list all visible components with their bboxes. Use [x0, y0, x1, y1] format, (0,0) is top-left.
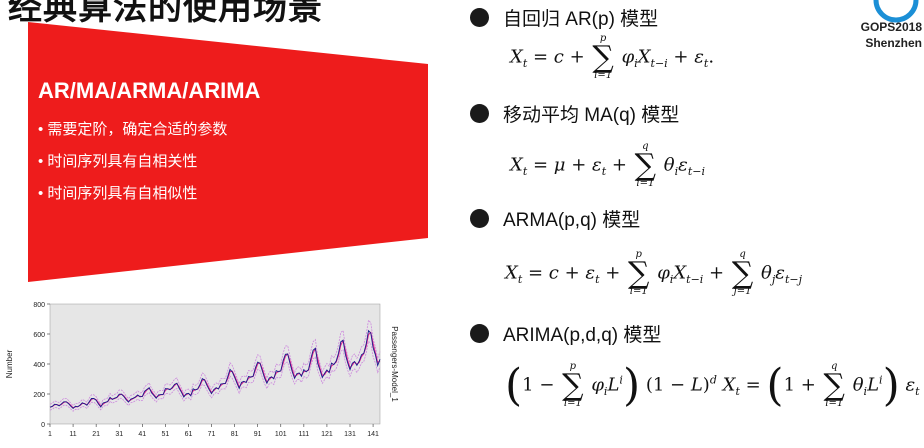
bullet-dot-icon: [470, 209, 489, 228]
x-tick-label: 91: [254, 431, 262, 438]
logo-line1: GOPS2018: [860, 20, 922, 34]
upper-band-line: [49, 319, 381, 407]
model-label: ARIMA(p,d,q) 模型: [503, 325, 662, 346]
logo-ring-icon: [873, 0, 919, 23]
model-label: ARMA(p,q) 模型: [503, 210, 641, 231]
observed-series-line: [49, 329, 381, 410]
y-axis-label: Number: [5, 349, 14, 378]
panel-bullet: 需要定阶，确定合适的参数: [38, 118, 260, 139]
plot-area: [49, 303, 381, 425]
model-arma: ARMA(p,q) 模型: [470, 205, 640, 232]
model-label: 自回归 AR(p) 模型: [503, 9, 659, 30]
formula-ar: Xt = c + p ∑ i=1 φiXt−i + εt.: [510, 33, 715, 81]
model-arima: ARIMA(p,d,q) 模型: [470, 320, 661, 347]
x-tick-label: 101: [275, 431, 287, 438]
logo-line2: Shenzhen: [865, 35, 922, 50]
y-tick-label: 800: [33, 302, 45, 309]
panel-bullet-list: 需要定阶，确定合适的参数 时间序列具有自相关性 时间序列具有自相似性: [38, 118, 260, 203]
time-series-chart: 0 200 400 600 800 1 11 21 31 41 51 61 71 81 91 101 111 12…: [2, 296, 402, 443]
red-panel: AR/MA/ARMA/ARIMA 需要定阶，确定合适的参数 时间序列具有自相关性…: [38, 78, 260, 214]
x-tick-label: 31: [115, 431, 123, 438]
bullet-dot-icon: [470, 324, 489, 343]
panel-bullet: 时间序列具有自相关性: [38, 150, 260, 171]
x-tick-label: 51: [161, 431, 169, 438]
x-tick-label: 131: [344, 431, 356, 438]
formula-arima: (1 − p ∑ i=1 φiLi) (1 − L)d Xt = (1 + q ∑ i=…: [505, 359, 920, 411]
x-tick-label: 141: [367, 431, 379, 438]
lower-band-line: [49, 340, 381, 412]
x-tick-label: 71: [208, 431, 216, 438]
series-label: Passengers-Model_1: [390, 326, 399, 402]
bullet-dot-icon: [470, 8, 489, 27]
y-tick-label: 200: [33, 392, 45, 399]
model-ma: 移动平均 MA(q) 模型: [470, 100, 679, 127]
x-tick-label: 41: [138, 431, 146, 438]
x-tick-label: 121: [321, 431, 333, 438]
x-tick-label: 81: [231, 431, 239, 438]
x-tick-label: 1: [48, 431, 52, 438]
y-tick-label: 0: [41, 422, 45, 429]
panel-heading: AR/MA/ARMA/ARIMA: [38, 78, 261, 103]
x-tick-label: 21: [92, 431, 100, 438]
model-ar: 自回归 AR(p) 模型: [470, 4, 658, 31]
x-tick-label: 111: [299, 431, 310, 438]
formula-ma: Xt = μ + εt + q ∑ i=1 θiεt−i: [510, 141, 705, 189]
x-tick-label: 11: [69, 431, 76, 438]
x-tick-label: 61: [185, 431, 193, 438]
bullet-dot-icon: [470, 104, 489, 123]
y-tick-label: 400: [33, 362, 45, 369]
model-label: 移动平均 MA(q) 模型: [503, 105, 680, 126]
y-tick-label: 600: [33, 332, 45, 339]
formula-arma: Xt = c + εt + p ∑ i=1 φiXt−i + q ∑ j=1 θjεt−…: [505, 249, 802, 297]
panel-bullet: 时间序列具有自相似性: [38, 182, 260, 203]
slide-title: 经典算法的使用场景: [8, 0, 323, 27]
gops-logo: GOPS2018 Shenzhen: [854, 0, 924, 52]
